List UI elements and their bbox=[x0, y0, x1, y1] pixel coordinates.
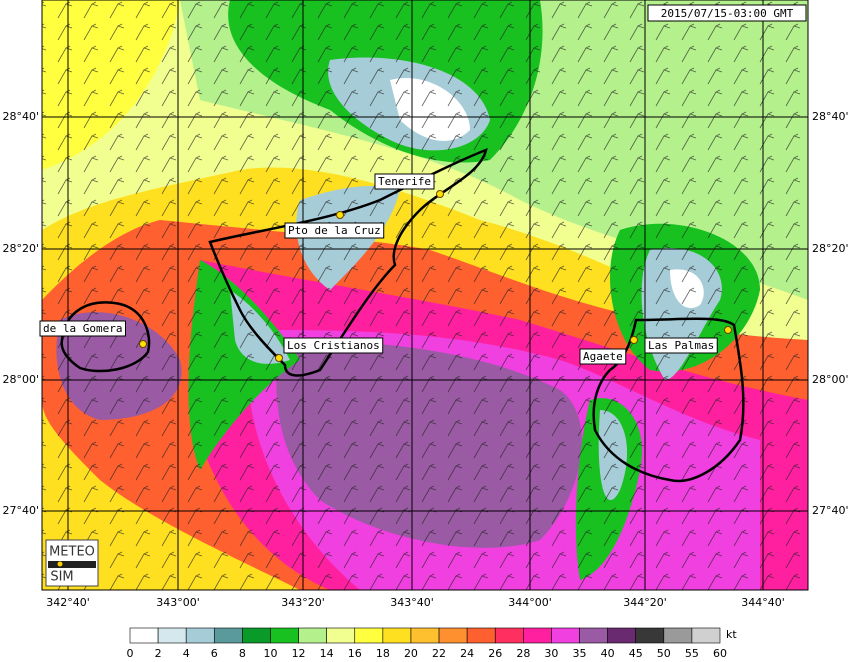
axis-labels: 342°40' 343°00' 343°20' 343°40' 344°00' 344°2… bbox=[2, 110, 848, 609]
place-label: Los Cristianos bbox=[287, 339, 380, 352]
legend-swatch bbox=[607, 627, 637, 644]
latitude-label: 28°40' bbox=[812, 110, 849, 123]
longitude-label: 343°40' bbox=[390, 596, 434, 609]
place-label-box bbox=[644, 337, 718, 354]
place-label-box bbox=[579, 348, 627, 365]
longitude-label: 344°40' bbox=[741, 596, 785, 609]
place-dot bbox=[336, 211, 344, 219]
legend-unit: kt bbox=[726, 628, 737, 641]
logo-top: METEO bbox=[49, 545, 95, 560]
legend-tick-label: 18 bbox=[376, 647, 390, 660]
logo-bottom: SIM bbox=[50, 570, 73, 585]
legend-swatch bbox=[466, 627, 496, 644]
legend-tick-label: 12 bbox=[292, 647, 306, 660]
timestamp: 2015/07/15-03:00 GMT bbox=[661, 7, 794, 20]
legend: 0 2 4 6 8 10 12 14 16 18 20 22 24 26 28 30 35 40 45 50 55 60k… bbox=[127, 627, 737, 660]
legend-tick-label: 0 bbox=[127, 647, 134, 660]
legend-swatch bbox=[551, 627, 580, 644]
place-labels: Tenerife Pto de la Cruz de la Gomera Los Cr… bbox=[39, 173, 732, 365]
legend-tick-label: 60 bbox=[713, 647, 727, 660]
longitude-label: 343°20' bbox=[281, 596, 325, 609]
legend-tick-label: 4 bbox=[183, 647, 190, 660]
latitude-label: 28°00' bbox=[812, 373, 849, 386]
longitude-label: 343°00' bbox=[156, 596, 200, 609]
legend-swatch bbox=[523, 627, 552, 644]
latitude-label: 28°40' bbox=[2, 110, 39, 123]
legend-tick-label: 40 bbox=[601, 647, 615, 660]
latitude-label: 28°00' bbox=[2, 373, 39, 386]
timestamp-box bbox=[647, 4, 807, 22]
place-label-box bbox=[374, 173, 435, 190]
logo: METEO SIM bbox=[45, 539, 99, 587]
place-label-box bbox=[283, 337, 384, 354]
legend-swatch bbox=[579, 627, 608, 644]
legend-swatch bbox=[129, 627, 159, 644]
latitude-label: 27°40' bbox=[812, 504, 849, 517]
legend-swatch bbox=[157, 627, 187, 644]
legend-swatch bbox=[270, 627, 299, 644]
place-label-box bbox=[39, 320, 126, 337]
legend-tick-label: 28 bbox=[516, 647, 530, 660]
legend-swatch bbox=[298, 627, 327, 644]
place-dot bbox=[139, 340, 147, 348]
place-label: Tenerife bbox=[378, 175, 431, 188]
place-label-box bbox=[284, 222, 385, 239]
graticule bbox=[42, 0, 808, 590]
legend-tick-label: 16 bbox=[348, 647, 362, 660]
legend-tick-label: 22 bbox=[432, 647, 446, 660]
longitude-label: 344°00' bbox=[508, 596, 552, 609]
legend-tick-label: 6 bbox=[211, 647, 218, 660]
legend-tick-label: 35 bbox=[573, 647, 587, 660]
legend-swatch bbox=[326, 627, 356, 644]
place-label: Pto de la Cruz bbox=[288, 224, 381, 237]
legend-tick-label: 20 bbox=[404, 647, 418, 660]
wind-field bbox=[42, 0, 808, 590]
legend-swatch bbox=[185, 627, 215, 644]
legend-swatch bbox=[382, 627, 412, 644]
longitude-label: 342°40' bbox=[46, 596, 90, 609]
legend-tick-label: 8 bbox=[239, 647, 246, 660]
logo-dot bbox=[57, 561, 63, 567]
legend-swatch bbox=[438, 627, 468, 644]
place-dot bbox=[724, 326, 732, 334]
place-dot bbox=[436, 190, 444, 198]
legend-swatch bbox=[354, 627, 384, 644]
latitude-label: 28°20' bbox=[2, 242, 39, 255]
logo-bar bbox=[48, 561, 96, 568]
map-frame bbox=[41, 0, 809, 591]
place-dot bbox=[630, 336, 638, 344]
legend-tick-label: 2 bbox=[155, 647, 162, 660]
latitude-label: 28°20' bbox=[812, 242, 849, 255]
legend-tick-label: 45 bbox=[629, 647, 643, 660]
legend-swatch bbox=[691, 627, 721, 644]
place-label: de la Gomera bbox=[43, 322, 122, 335]
latitude-label: 27°40' bbox=[2, 504, 39, 517]
place-label: Agaete bbox=[583, 350, 623, 363]
legend-swatch bbox=[663, 627, 693, 644]
legend-tick-label: 30 bbox=[544, 647, 558, 660]
legend-tick-label: 14 bbox=[320, 647, 334, 660]
legend-tick-label: 10 bbox=[263, 647, 277, 660]
legend-tick-label: 55 bbox=[685, 647, 699, 660]
legend-tick-label: 26 bbox=[488, 647, 502, 660]
legend-tick-label: 24 bbox=[460, 647, 474, 660]
place-dot bbox=[275, 354, 283, 362]
coastlines bbox=[60, 147, 745, 483]
legend-swatch bbox=[242, 627, 271, 644]
place-label: Las Palmas bbox=[648, 339, 714, 352]
legend-swatch bbox=[213, 627, 243, 644]
longitude-label: 344°20' bbox=[623, 596, 667, 609]
legend-swatch bbox=[635, 627, 665, 644]
legend-swatch bbox=[410, 627, 440, 644]
legend-swatch bbox=[494, 627, 524, 644]
legend-tick-label: 50 bbox=[657, 647, 671, 660]
